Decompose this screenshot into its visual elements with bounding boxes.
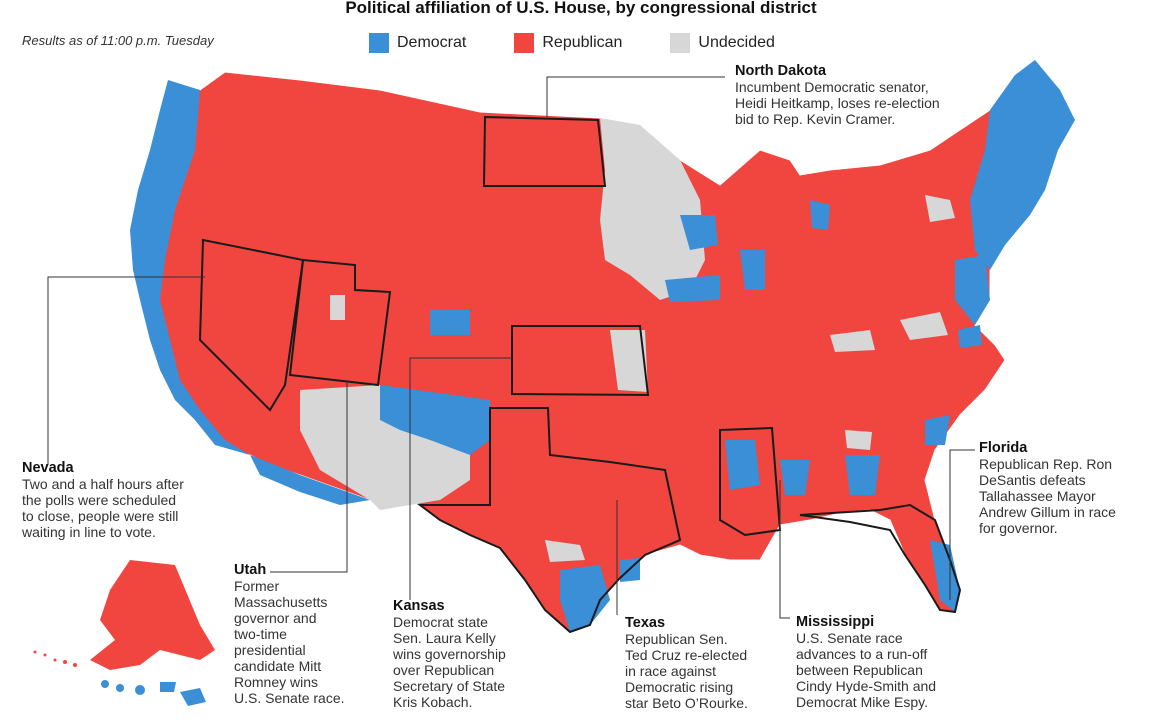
democrat-south-texas <box>560 565 610 632</box>
border-florida <box>799 503 962 614</box>
leader-nevada <box>47 276 205 465</box>
undecided-pa <box>925 195 955 222</box>
highlighted-state-borders <box>198 115 962 634</box>
annotation-body-texas: Republican Sen. Ted Cruz re-elected in r… <box>625 631 748 711</box>
democrat-colorado <box>430 310 470 335</box>
legend-item-democrat: Democrat <box>369 33 466 53</box>
border-north-dakota <box>482 115 607 187</box>
legend-label-democrat: Democrat <box>397 34 467 51</box>
legend-item-undecided: Undecided <box>670 33 775 53</box>
annotation-florida: Florida Republican Rep. Ron DeSantis def… <box>979 440 1159 536</box>
annotation-head-nevada: Nevada <box>22 460 74 476</box>
border-utah <box>288 258 392 387</box>
democrat-iowa <box>665 275 720 302</box>
democrat-virginia <box>925 415 950 445</box>
border-mississippi <box>719 426 782 537</box>
annotation-body-mississippi: U.S. Senate race advances to a run-off b… <box>796 630 937 710</box>
democrat-georgia <box>845 455 880 495</box>
legend: Democrat Republican Undecided <box>369 33 823 53</box>
annotation-body-florida: Republican Rep. Ron DeSantis defeats Tal… <box>979 456 1116 536</box>
leader-mississippi <box>779 480 790 619</box>
annotation-utah: Utah Former Massachusetts governor and t… <box>234 562 384 706</box>
democrat-michigan <box>810 200 830 230</box>
leader-north-dakota <box>546 76 725 117</box>
democrat-new-england <box>970 60 1075 270</box>
annotation-body-utah: Former Massachusetts governor and two-ti… <box>234 578 345 706</box>
annotation-mississippi: Mississippi U.S. Senate race advances to… <box>796 614 981 710</box>
legend-item-republican: Republican <box>514 33 622 53</box>
annotation-body-north-dakota: Incumbent Democratic senator, Heidi Heit… <box>735 79 940 127</box>
democrat-minneapolis <box>680 215 718 250</box>
chart-title: Political affiliation of U.S. House, by … <box>345 0 817 17</box>
democrat-southern-arizona <box>250 455 370 505</box>
annotation-head-north-dakota: North Dakota <box>735 63 827 79</box>
legend-label-undecided: Undecided <box>698 34 775 51</box>
annotation-head-kansas: Kansas <box>393 598 445 614</box>
democrat-alabama <box>780 460 810 495</box>
democrat-south-florida <box>930 540 960 612</box>
annotation-head-texas: Texas <box>625 615 666 631</box>
undecided-minnesota <box>600 118 705 300</box>
annotation-head-utah: Utah <box>234 562 267 578</box>
democrat-mid-atlantic <box>955 255 990 325</box>
democrat-chicago <box>740 250 765 290</box>
democrat-new-mexico <box>380 385 490 455</box>
alaska-shape <box>90 560 215 670</box>
annotation-north-dakota: North Dakota Incumbent Democratic senato… <box>735 63 1015 127</box>
undecided-tx <box>545 540 585 562</box>
results-timestamp: Results as of 11:00 p.m. Tuesday <box>22 33 214 48</box>
legend-swatch-democrat <box>369 33 389 53</box>
undecided-va <box>900 312 948 340</box>
legend-label-republican: Republican <box>542 34 623 51</box>
annotation-nevada: Nevada Two and a half hours after the po… <box>22 460 242 540</box>
undecided-ky <box>830 330 875 352</box>
democrat-nc <box>958 325 982 348</box>
border-texas <box>417 407 682 634</box>
legend-swatch-republican <box>514 33 535 53</box>
border-nevada <box>198 238 305 412</box>
leader-kansas <box>409 357 512 600</box>
democrat-pacific-coast <box>130 80 250 455</box>
undecided-kansas-east <box>610 330 648 392</box>
annotation-head-mississippi: Mississippi <box>796 614 875 630</box>
undecided-regions <box>300 118 955 562</box>
hawaii-shape <box>101 680 206 706</box>
annotation-body-kansas: Democrat state Sen. Laura Kelly wins gov… <box>393 614 506 710</box>
border-kansas <box>511 325 650 397</box>
democrat-regions <box>130 60 1075 632</box>
alaska-islands <box>33 650 77 667</box>
annotation-kansas: Kansas Democrat state Sen. Laura Kelly w… <box>393 598 558 710</box>
annotation-texas: Texas Republican Sen. Ted Cruz re-electe… <box>625 615 785 711</box>
annotation-body-nevada: Two and a half hours after the polls wer… <box>22 476 184 540</box>
undecided-ut <box>330 295 345 320</box>
leader-florida <box>949 449 975 600</box>
annotation-head-florida: Florida <box>979 440 1028 456</box>
leader-utah <box>270 380 348 573</box>
democrat-mississippi <box>725 440 760 490</box>
undecided-ga <box>845 430 872 450</box>
legend-swatch-undecided <box>670 33 691 53</box>
leader-lines <box>47 76 975 619</box>
